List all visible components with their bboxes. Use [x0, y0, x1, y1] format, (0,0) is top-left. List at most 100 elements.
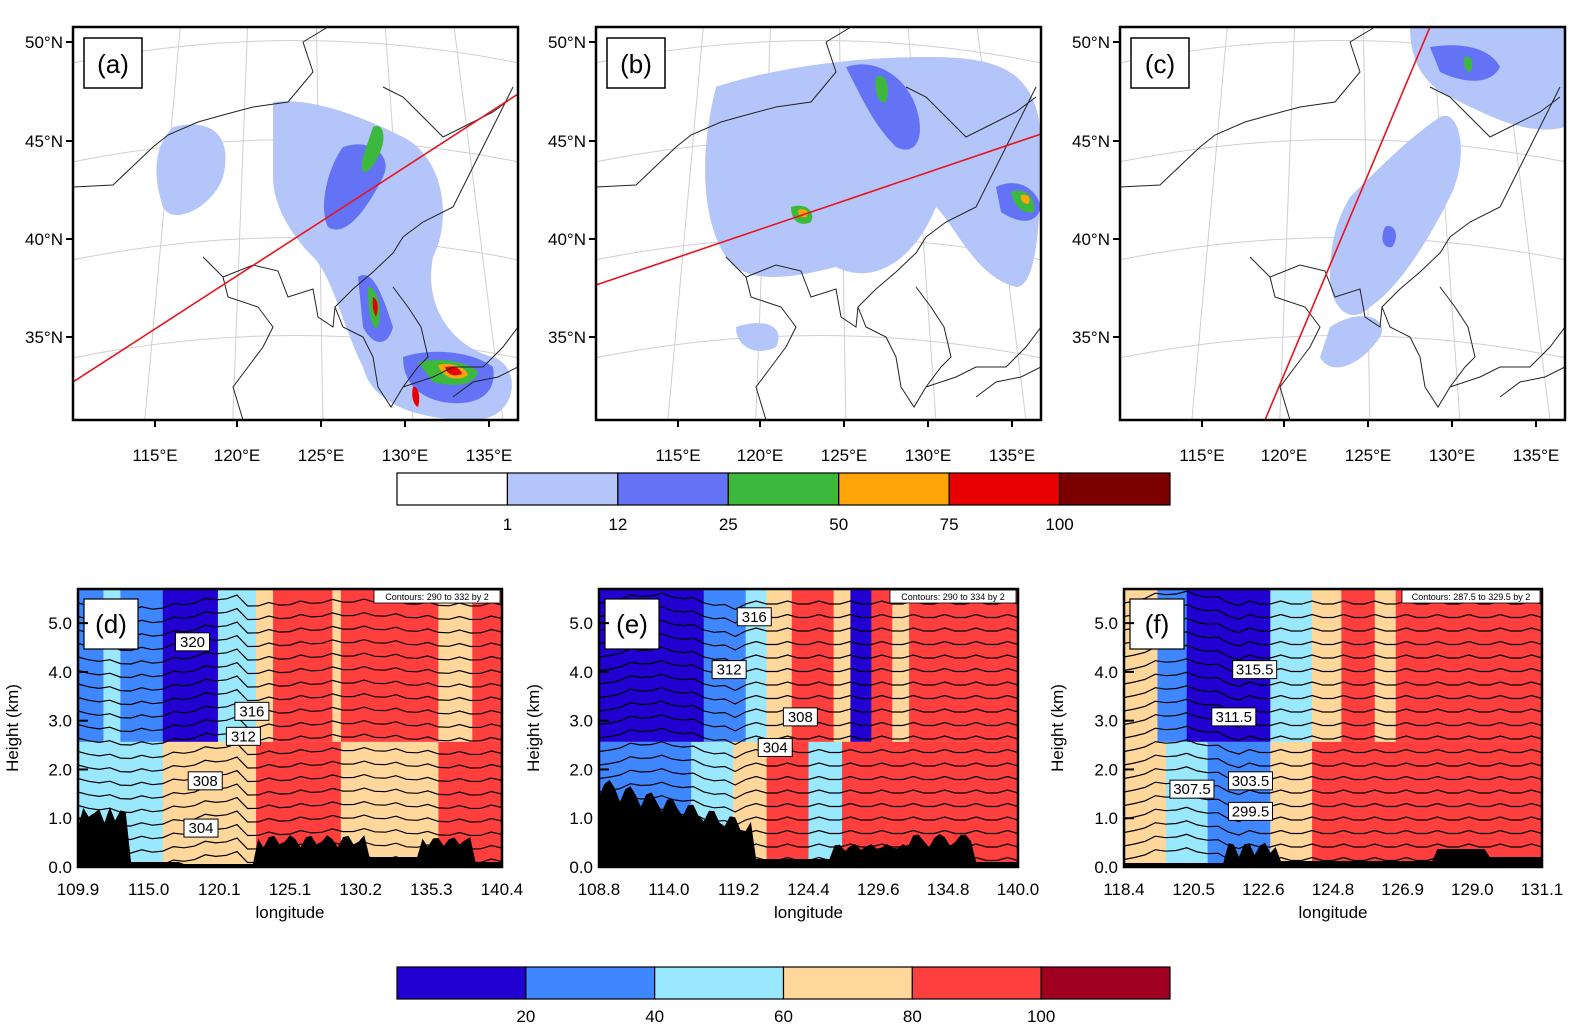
contour-label: 299.5 [1232, 803, 1270, 820]
x-tick-label: 135.3 [410, 880, 453, 899]
y-tick-label: 0.0 [1094, 858, 1118, 877]
coastline [382, 86, 514, 138]
y-tick-label: 5.0 [1094, 614, 1118, 633]
colorbar-box [396, 472, 509, 506]
y-tick-label: 0.0 [569, 858, 593, 877]
rh-fill [1165, 741, 1209, 867]
panel-label: (c) [1145, 49, 1175, 79]
colorbar-box [396, 966, 527, 1000]
isentrope-contour [78, 702, 502, 719]
contour-label-box [187, 771, 223, 791]
isentrope-contour [599, 606, 1018, 624]
panel-label-box [83, 598, 139, 650]
isentrope-contour [78, 621, 502, 638]
lat-tick-label: 40°N [548, 230, 586, 249]
lat-tick-label: 45°N [1072, 132, 1110, 151]
y-tick-label: 4.0 [1094, 663, 1118, 682]
isentrope-contour [599, 687, 1018, 705]
precipitation-area [156, 124, 226, 216]
contour-label: 315.5 [1236, 662, 1274, 679]
y-tick-label: 2.0 [1094, 760, 1118, 779]
x-tick-label: 114.0 [648, 880, 689, 899]
y-axis-label: Height (km) [1048, 684, 1067, 772]
x-tick-label: 119.2 [718, 880, 759, 899]
contour-info: Contours: 290 to 332 by 2 [385, 592, 489, 602]
isentrope-contour [599, 727, 1018, 746]
y-tick-label: 3.0 [48, 712, 72, 731]
isentrope-contour [78, 769, 502, 787]
contour-label-box [1232, 660, 1278, 680]
cross-section-content [599, 589, 1018, 867]
rh-fill [871, 589, 894, 742]
contour-label: 311.5 [1216, 709, 1252, 726]
isentrope-contour [599, 754, 1018, 773]
precipitation-area [736, 323, 779, 351]
panel-label: (d) [95, 609, 127, 639]
contour-info: Contours: 287.5 to 329.5 by 2 [1412, 592, 1531, 602]
isentrope-contour [78, 756, 502, 773]
colorbar-box [838, 472, 950, 506]
map-frame [71, 25, 520, 422]
x-tick-label: 108.8 [578, 880, 621, 899]
y-tick-label: 0.0 [48, 858, 72, 877]
coastline [1449, 326, 1565, 388]
precipitation-area [412, 386, 420, 407]
colorbar-box [525, 966, 656, 1000]
x-tick-label: 109.9 [57, 880, 100, 899]
terrain [1124, 842, 1542, 867]
colorbar-label: 100 [1027, 1007, 1055, 1024]
panel-label: (b) [620, 49, 652, 79]
lon-tick-label: 120°E [737, 446, 784, 465]
precipitation-area [846, 64, 920, 150]
y-tick-label: 1.0 [1094, 809, 1118, 828]
coastline [596, 41, 837, 188]
contour-label-box [711, 660, 747, 680]
coastline [975, 366, 1041, 398]
y-tick-label: 1.0 [48, 809, 72, 828]
colorbar-box [782, 966, 913, 1000]
terrain [78, 807, 502, 867]
rh-fill [340, 589, 440, 742]
y-axis-label: Height (km) [3, 684, 22, 772]
rh-fill [1312, 589, 1343, 742]
map-frame [1118, 25, 1567, 422]
coastline [452, 366, 518, 398]
y-tick-label: 4.0 [48, 663, 72, 682]
lon-tick-label: 120°E [214, 446, 261, 465]
panel-label: (e) [616, 609, 648, 639]
x-tick-label: 115.0 [128, 880, 169, 899]
coastline [1499, 366, 1565, 398]
x-tick-label: 125.1 [269, 880, 312, 899]
panel-label-box [604, 598, 660, 650]
rh-fill [850, 589, 873, 742]
coastline [222, 86, 514, 328]
colorbar-label: 40 [645, 1007, 664, 1024]
x-tick-label: 129.6 [857, 880, 900, 899]
contour-label-box [183, 818, 219, 838]
longitude-gridline [232, 27, 249, 420]
lon-tick-label: 115°E [655, 446, 700, 465]
map-content [1120, 27, 1565, 420]
lon-tick-label: 125°E [1345, 446, 1392, 465]
isentrope-contour [599, 660, 1018, 678]
cross-section-line [73, 93, 518, 383]
lat-tick-label: 40°N [1072, 230, 1110, 249]
cross-section-frame [1122, 587, 1544, 869]
precipitation-area [361, 126, 384, 172]
coastline [1381, 286, 1476, 408]
rh-fill [273, 589, 334, 742]
isentrope-contour [78, 607, 502, 625]
isentrope-contour [599, 619, 1018, 638]
coastline [925, 326, 1041, 388]
isentrope-contour [599, 673, 1018, 692]
isentrope-contour [599, 781, 1018, 800]
isentrope-contour [78, 661, 502, 679]
lat-tick-label: 50°N [1072, 33, 1110, 52]
rh-fill [162, 589, 219, 742]
rh-fill [892, 589, 911, 742]
lat-tick-label: 35°N [548, 328, 586, 347]
map-content [596, 27, 1041, 420]
rh-colorbar: 20 40 60 80 100 [396, 966, 1171, 1024]
colorbar-box [1040, 966, 1171, 1000]
